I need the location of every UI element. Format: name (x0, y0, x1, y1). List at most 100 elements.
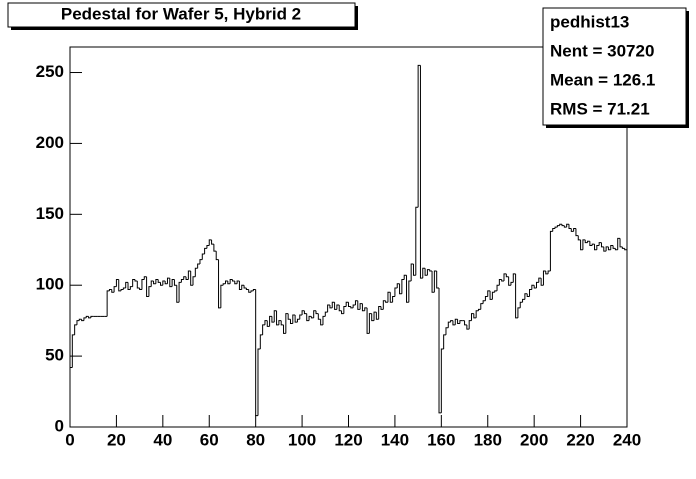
histogram-bin (141, 279, 145, 290)
histogram-bin (549, 230, 553, 272)
histogram-bin (552, 227, 556, 232)
histogram-bin (378, 305, 381, 320)
stats-box: pedhist13 Nent = 30720 Mean = 126.1 RMS = 7… (542, 7, 689, 128)
histogram-bin (368, 313, 372, 334)
histogram-bin (424, 268, 428, 276)
histogram-bin (308, 315, 312, 321)
y-tick-label: 200 (36, 133, 64, 152)
histogram-bin (491, 291, 495, 300)
x-tick-label: 140 (381, 430, 409, 449)
histogram-bin (81, 319, 84, 322)
histogram-bin (71, 334, 75, 368)
histogram-bin (204, 247, 207, 255)
histogram-bin (438, 288, 442, 414)
histogram-bin (285, 313, 289, 334)
histogram-bin (164, 280, 168, 285)
histogram-bin (403, 274, 407, 280)
histogram-bin (410, 263, 414, 281)
histogram-bin (231, 279, 235, 282)
histogram-bin (436, 271, 440, 289)
x-tick-label: 160 (427, 430, 455, 449)
histogram-bin (387, 291, 391, 303)
histogram-bin (171, 279, 175, 287)
histogram-bin (150, 280, 154, 287)
histogram-bin (591, 243, 595, 246)
histogram-bin (287, 313, 291, 320)
histogram-bin (294, 314, 298, 323)
histogram-bin (454, 318, 458, 325)
histogram-bin (426, 269, 430, 276)
histogram-bin (598, 242, 602, 246)
histogram-bin (320, 319, 323, 326)
histogram-bin (380, 306, 384, 310)
histogram-bin (466, 324, 470, 330)
histogram-bin (457, 319, 460, 324)
histogram-bin (199, 259, 203, 264)
histogram-bin (422, 267, 426, 279)
histogram-bin (498, 279, 502, 286)
histogram-bin (127, 282, 131, 290)
histogram-bin (433, 270, 437, 293)
histogram-bin (153, 280, 156, 285)
histogram-bin (352, 304, 356, 308)
histogram-bin (494, 290, 498, 293)
x-tick-label: 180 (474, 430, 502, 449)
histogram-bin (459, 320, 463, 324)
histogram-bin (120, 288, 124, 291)
histogram-bin (106, 290, 110, 317)
histogram-bin (134, 279, 138, 282)
y-tick-label: 100 (36, 275, 64, 294)
histogram-bin (259, 334, 263, 350)
histogram-bin (600, 242, 604, 248)
histogram-bin (334, 302, 337, 310)
histogram-bin (238, 280, 242, 290)
histogram-bin (487, 290, 491, 297)
histogram-bin (289, 319, 293, 324)
histogram-bin (255, 289, 258, 417)
histogram-bin (166, 277, 170, 284)
histogram-bin (241, 284, 245, 290)
histogram-bin (371, 313, 375, 322)
x-tick-label: 60 (200, 430, 219, 449)
histogram-bin (617, 237, 621, 250)
x-tick-label: 0 (65, 430, 74, 449)
histogram-bin (452, 320, 456, 326)
histogram-bin (111, 289, 115, 293)
histogram-bin (88, 316, 91, 319)
histogram-bin (359, 303, 363, 310)
histogram-bin (542, 270, 546, 286)
histogram-bin (78, 318, 82, 321)
histogram-bin (276, 310, 279, 326)
histogram-bin (429, 269, 433, 272)
histogram-bin (596, 245, 600, 250)
histogram-bin (315, 310, 319, 315)
histogram-bin (266, 320, 270, 327)
histogram-bin (389, 292, 393, 303)
histogram-bin (519, 301, 523, 308)
histogram-bin (538, 277, 542, 283)
histogram-bin (392, 296, 395, 303)
histogram-bin (394, 287, 398, 297)
histogram-bin (185, 276, 189, 281)
histogram-bin (108, 288, 112, 291)
stats-line: pedhist13 (550, 12, 629, 31)
histogram-bin (218, 259, 221, 309)
histogram-bin (415, 206, 419, 276)
histogram-bin (440, 348, 444, 413)
histogram-bin (190, 271, 194, 286)
histogram-bin (554, 226, 558, 229)
histogram-bin (443, 334, 446, 350)
histogram-bin (401, 279, 405, 294)
histogram-bin (118, 279, 122, 292)
histogram-bin (327, 304, 330, 313)
histogram-bin (343, 305, 347, 314)
histogram-bin (445, 327, 449, 335)
histogram-bin (508, 276, 511, 286)
histogram-bin (187, 270, 191, 280)
histogram-bin (220, 284, 224, 308)
histogram-bin (447, 321, 451, 328)
stats-line: RMS = 71.21 (550, 99, 650, 118)
histogram-bin (419, 65, 423, 279)
histogram-bin (222, 283, 226, 286)
